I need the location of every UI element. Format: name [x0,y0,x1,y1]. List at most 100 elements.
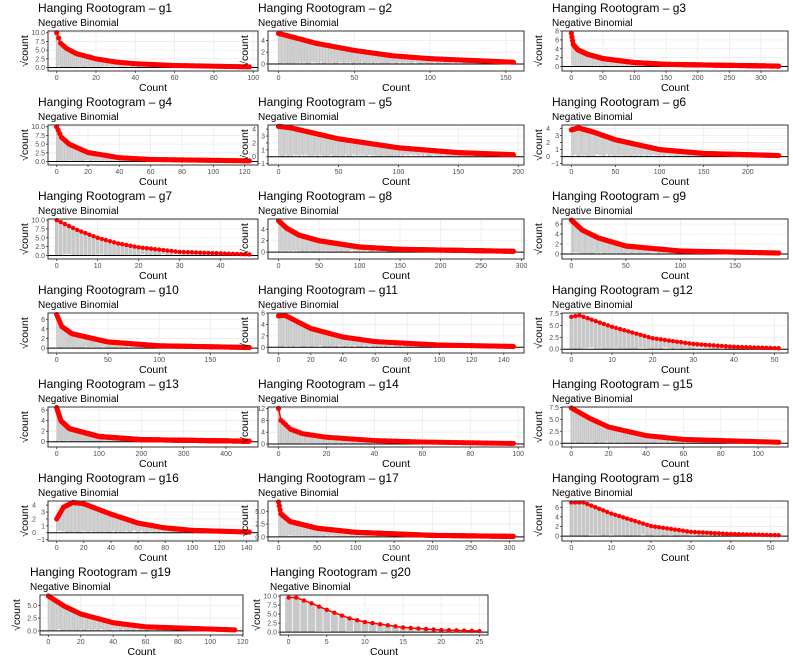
fitted-point [511,152,516,157]
observed-bar [602,324,606,350]
fitted-point [108,239,112,243]
observed-bar [572,221,573,255]
x-tick-label: 200 [435,263,447,270]
observed-bar [614,328,618,348]
observed-bar [337,139,338,157]
observed-bar [319,134,320,154]
observed-bar [326,136,327,157]
x-tick-label: 50 [350,75,358,82]
observed-bar [311,42,312,62]
observed-bar [284,315,285,346]
y-tick-label: 3 [261,134,265,141]
y-tick-label: 2.5 [35,244,45,251]
x-tick-label: 60 [147,169,155,176]
x-axis-label: Count [661,82,689,94]
fitted-point [740,345,744,349]
observed-bar [84,233,88,256]
fitted-point [104,238,108,242]
x-tick-label: 20 [84,169,92,176]
fitted-point [776,346,780,350]
fitted-point [724,344,728,348]
fitted-point [67,224,71,228]
y-tick-label: 2.5 [35,150,45,157]
observed-bar [285,227,286,252]
panel-subtitle: Negative Binomial [38,18,119,29]
x-tick-label: 40 [339,357,347,364]
x-tick-label: 100 [629,75,641,82]
observed-bar [601,135,602,157]
fitted-point [748,345,752,349]
observed-bar [314,133,315,155]
x-tick-label: 20 [649,357,657,364]
observed-bar [334,47,335,65]
fitted-point [614,326,618,330]
panel-title: Hanging Rootogram – g1 [38,1,172,15]
panel-subtitle: Negative Binomial [552,112,633,123]
fitted-point [732,345,736,349]
fitted-point [776,64,781,69]
y-tick-label: 2 [41,336,45,343]
fitted-point [83,231,87,235]
y-tick-label: 0 [555,64,559,71]
observed-bar [594,132,595,156]
observed-bar [589,131,590,156]
fitted-point [768,346,772,350]
observed-bar [295,129,296,156]
observed-bar [294,129,295,155]
observed-bar [586,232,587,253]
fitted-point [173,249,177,253]
x-tick-label: 30 [176,263,184,270]
fitted-point [75,228,79,232]
fitted-point [630,330,634,334]
fitted-point [577,313,581,317]
fitted-point [752,345,756,349]
x-tick-label: 10 [94,263,102,270]
observed-bar [606,325,610,349]
panel-subtitle: Negative Binomial [552,18,633,29]
fitted-point [153,247,157,251]
observed-bar [588,233,589,253]
fitted-point [663,338,667,342]
observed-bar [322,44,323,64]
observed-bar [59,222,63,256]
x-tick-label: 50 [622,263,630,270]
fitted-point [511,60,516,65]
observed-bar [285,227,286,253]
panel-title: Hanging Rootogram – g12 [552,283,693,297]
observed-bar [594,321,598,348]
observed-bar [79,232,83,256]
fitted-point [149,246,153,250]
observed-bar [307,41,308,64]
panel-subtitle: Negative Binomial [552,300,633,311]
x-tick-label: 120 [466,357,478,364]
observed-bar [585,130,586,156]
observed-bar [55,220,59,256]
panel-title: Hanging Rootogram – g13 [38,377,179,391]
y-tick-label: 1 [261,147,265,154]
observed-bar [582,129,583,154]
observed-bar [586,130,587,156]
fitted-point [675,339,679,343]
fitted-point [202,251,206,255]
y-tick-label: 0 [41,346,45,353]
y-tick-label: 0 [555,252,559,259]
observed-bar [589,234,590,255]
fitted-point [56,35,61,40]
panel-title: Hanging Rootogram – g8 [258,189,392,203]
x-tick-label: 0 [55,75,59,82]
fitted-point [707,343,711,347]
observed-bar [303,131,304,156]
observed-bar [317,44,318,63]
fitted-point [223,251,227,255]
y-axis-label: √count [533,223,545,255]
observed-bar [590,131,591,157]
observed-bar [279,221,280,252]
observed-bar [304,40,305,62]
y-tick-label: 3 [555,133,559,140]
observed-bar [588,131,589,158]
fitted-point [59,220,63,224]
observed-bar [291,128,292,157]
observed-bar [75,230,79,256]
fitted-point [594,319,598,323]
y-tick-label: 10.0 [31,218,45,225]
